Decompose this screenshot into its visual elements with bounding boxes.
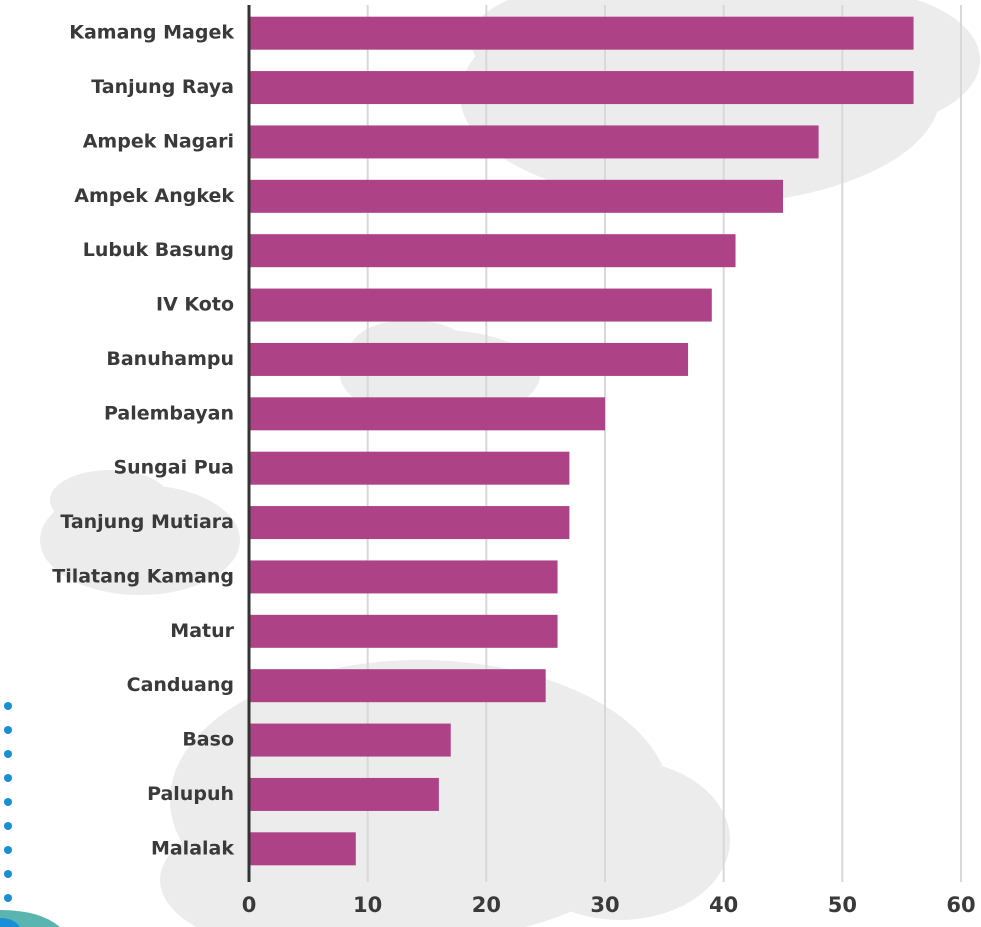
y-tick-label: Matur bbox=[170, 620, 234, 642]
bar bbox=[249, 179, 783, 213]
y-tick-label: Sungai Pua bbox=[113, 457, 234, 479]
bar bbox=[249, 614, 558, 648]
bar bbox=[249, 125, 819, 159]
x-tick-label: 60 bbox=[946, 893, 975, 917]
x-tick-label: 30 bbox=[590, 893, 619, 917]
bar bbox=[249, 451, 570, 485]
bar bbox=[249, 397, 605, 431]
x-tick-label: 0 bbox=[242, 893, 257, 917]
y-tick-label: Tanjung Raya bbox=[91, 76, 234, 98]
x-tick-label: 40 bbox=[709, 893, 738, 917]
bar bbox=[249, 777, 439, 811]
y-tick-label: Palupuh bbox=[147, 783, 234, 805]
y-tick-label: Tilatang Kamang bbox=[52, 565, 234, 587]
x-tick-label: 50 bbox=[828, 893, 857, 917]
bar bbox=[249, 288, 712, 322]
bar bbox=[249, 832, 356, 866]
bar bbox=[249, 234, 736, 268]
y-tick-label: Baso bbox=[182, 729, 234, 751]
bar bbox=[249, 342, 689, 376]
y-tick-label: Lubuk Basung bbox=[83, 239, 234, 261]
bar bbox=[249, 16, 914, 50]
bar bbox=[249, 506, 570, 540]
y-tick-label: Canduang bbox=[127, 674, 234, 696]
y-tick-label: Malalak bbox=[151, 837, 234, 859]
decorative-corner bbox=[0, 918, 20, 927]
x-tick-label: 10 bbox=[353, 893, 382, 917]
y-tick-label: Palembayan bbox=[104, 402, 234, 424]
bar bbox=[249, 723, 451, 757]
bar bbox=[249, 669, 546, 703]
x-tick-label: 20 bbox=[472, 893, 501, 917]
y-tick-label: Ampek Nagari bbox=[83, 130, 234, 152]
y-tick-label: Ampek Angkek bbox=[74, 185, 234, 207]
y-tick-label: Banuhampu bbox=[106, 348, 234, 370]
y-tick-label: Tanjung Mutiara bbox=[60, 511, 234, 533]
decorative-dots bbox=[4, 702, 12, 902]
y-tick-label: IV Koto bbox=[156, 294, 234, 316]
bar bbox=[249, 560, 558, 594]
y-tick-label: Kamang Magek bbox=[69, 22, 234, 44]
bar bbox=[249, 71, 914, 105]
